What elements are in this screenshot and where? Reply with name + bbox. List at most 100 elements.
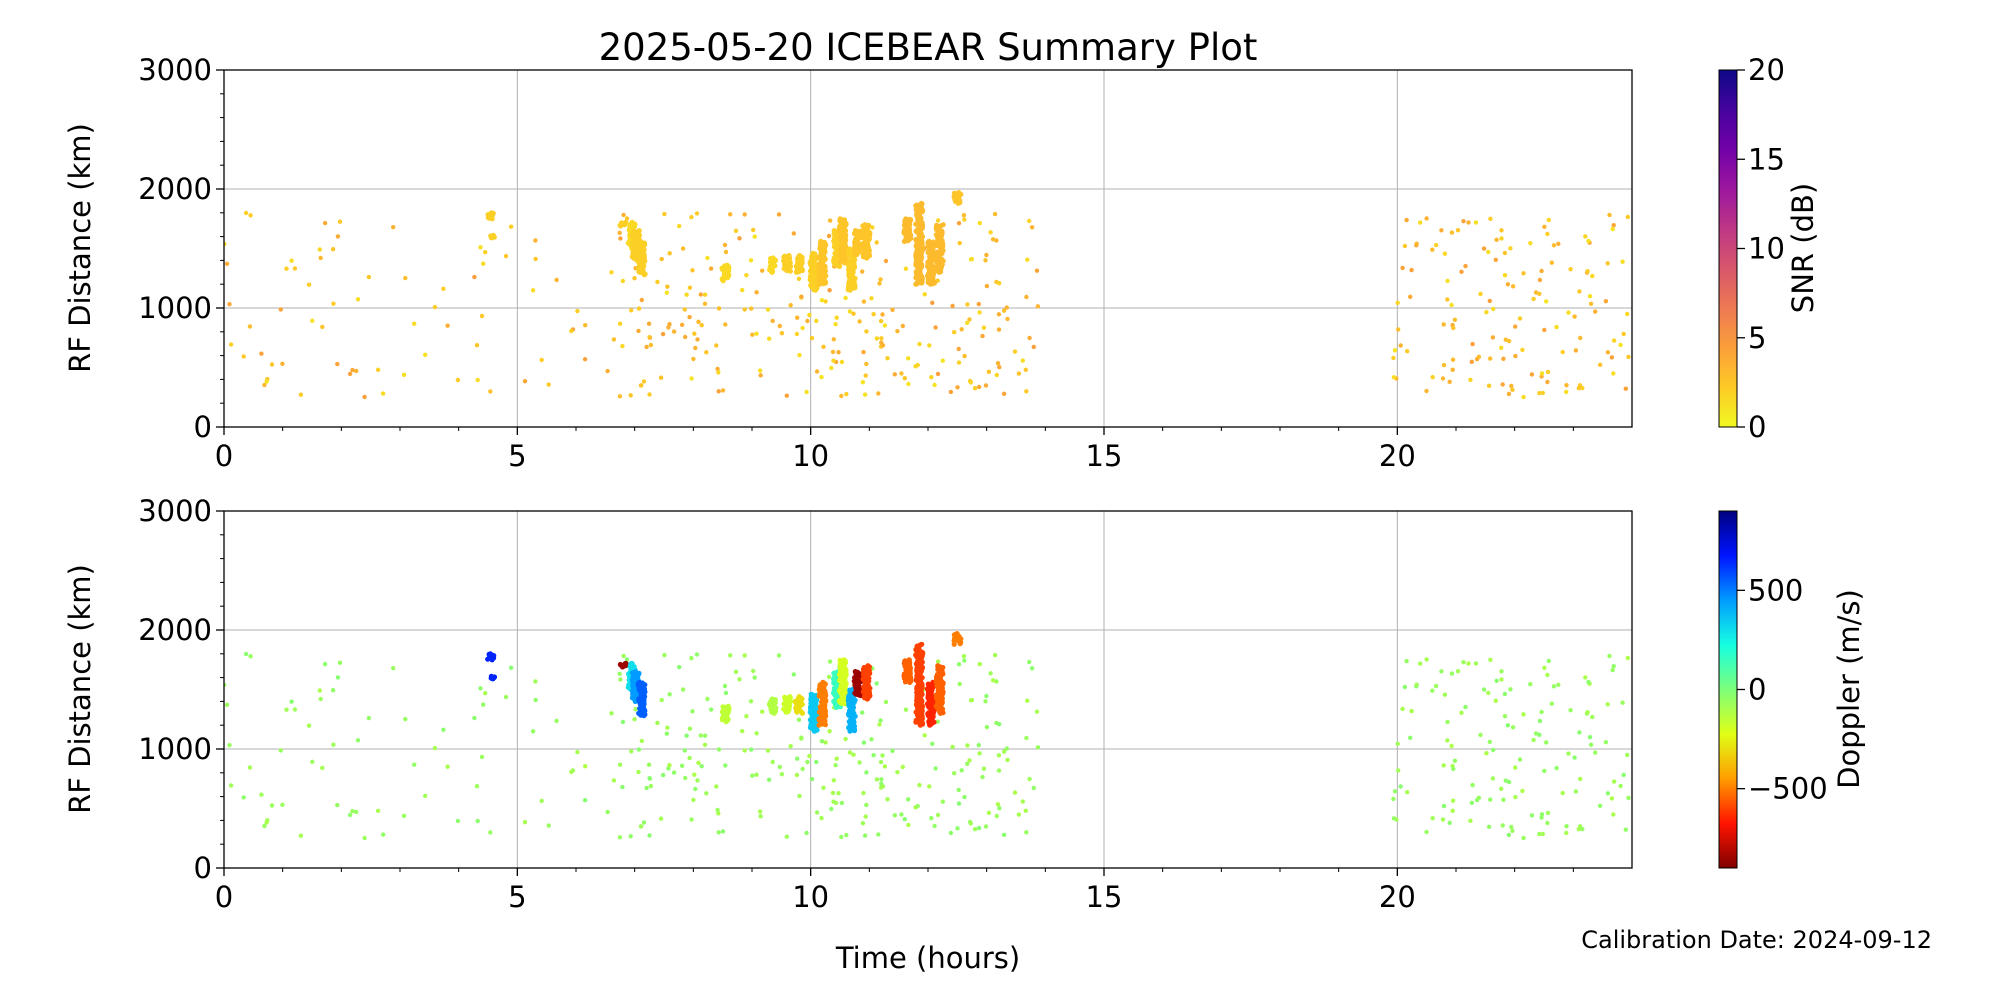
echo-point <box>847 750 853 755</box>
echo-point <box>1392 789 1398 794</box>
echo-point <box>330 247 336 252</box>
echo-point <box>539 357 544 363</box>
echo-point <box>831 799 836 804</box>
echo-point <box>533 679 538 684</box>
echo-point <box>488 389 493 394</box>
echo-point <box>805 759 810 765</box>
echo-point <box>1408 735 1413 740</box>
echo-point <box>350 367 355 373</box>
echo-point <box>1391 796 1396 802</box>
echo-point <box>948 830 954 836</box>
colorbar-tick-label: 15 <box>1748 142 1785 176</box>
echo-event-point <box>925 681 931 687</box>
echo-point <box>665 284 670 289</box>
echo-event-point <box>902 658 908 664</box>
echo-point <box>814 318 819 324</box>
echo-point <box>617 671 622 676</box>
echo-point <box>659 256 664 262</box>
echo-point <box>860 269 865 274</box>
doppler-data-points <box>224 631 1631 841</box>
echo-point <box>1611 664 1616 669</box>
echo-point <box>1605 350 1611 355</box>
echo-point <box>441 286 446 291</box>
echo-point <box>714 784 719 789</box>
echo-point <box>1487 298 1493 304</box>
echo-point <box>1486 249 1491 255</box>
echo-point <box>667 322 672 327</box>
echo-point <box>583 764 588 769</box>
echo-point <box>716 389 721 394</box>
echo-point <box>224 261 230 266</box>
echo-point <box>962 794 967 800</box>
echo-point <box>647 392 652 397</box>
echo-point <box>310 759 315 764</box>
echo-point <box>1539 815 1544 820</box>
echo-point <box>1500 823 1505 828</box>
echo-point <box>827 729 832 734</box>
echo-point <box>1510 828 1515 833</box>
echo-point <box>995 802 1001 807</box>
echo-point <box>784 393 789 398</box>
echo-event-point <box>488 673 494 680</box>
echo-point <box>689 656 694 661</box>
echo-point <box>1537 831 1542 837</box>
echo-point <box>839 834 844 840</box>
echo-event-point <box>865 663 871 669</box>
echo-point <box>1402 243 1408 249</box>
echo-point <box>632 717 637 722</box>
echo-point <box>1442 251 1448 256</box>
echo-point <box>699 323 704 328</box>
echo-point <box>664 290 669 295</box>
echo-point <box>694 211 700 216</box>
echo-point <box>1488 797 1493 802</box>
echo-point <box>776 212 782 217</box>
echo-point <box>1451 325 1456 331</box>
echo-point <box>1620 700 1625 705</box>
echo-point <box>620 719 626 725</box>
echo-point <box>1486 690 1491 696</box>
echo-point <box>795 756 800 761</box>
echo-point <box>807 753 812 759</box>
echo-point <box>900 323 905 329</box>
echo-point <box>879 777 884 782</box>
echo-point <box>895 770 900 775</box>
echo-point <box>1568 708 1573 713</box>
echo-point <box>694 652 700 657</box>
echo-point <box>647 833 652 838</box>
echo-point <box>347 812 353 818</box>
echo-point <box>883 699 889 705</box>
echo-point <box>1502 691 1508 697</box>
echo-point <box>639 824 644 829</box>
echo-point <box>983 383 989 388</box>
echo-point <box>629 308 634 313</box>
echo-point <box>1016 812 1022 817</box>
echo-point <box>617 835 623 840</box>
echo-point <box>839 393 844 399</box>
echo-point <box>1491 306 1496 312</box>
echo-point <box>860 821 866 826</box>
echo-point <box>903 266 909 271</box>
echo-point <box>1605 261 1610 266</box>
echo-point <box>691 356 696 362</box>
echo-point <box>289 258 294 263</box>
echo-point <box>690 709 695 714</box>
echo-point <box>1537 718 1543 724</box>
echo-point <box>1544 740 1549 745</box>
echo-event-point <box>638 238 644 244</box>
echo-event-point <box>935 663 941 669</box>
echo-point <box>412 762 417 767</box>
echo-event-point <box>847 246 853 252</box>
echo-point <box>996 327 1002 332</box>
echo-point <box>843 295 848 301</box>
echo-point <box>262 823 267 829</box>
echo-point <box>1607 653 1612 659</box>
echo-point <box>1578 776 1583 782</box>
echo-point <box>752 675 757 680</box>
echo-point <box>620 343 625 349</box>
echo-point <box>874 336 880 341</box>
echo-point <box>977 310 982 315</box>
echo-point <box>879 336 884 341</box>
echo-point <box>882 323 888 328</box>
echo-point <box>335 802 340 808</box>
echo-point <box>994 679 999 684</box>
